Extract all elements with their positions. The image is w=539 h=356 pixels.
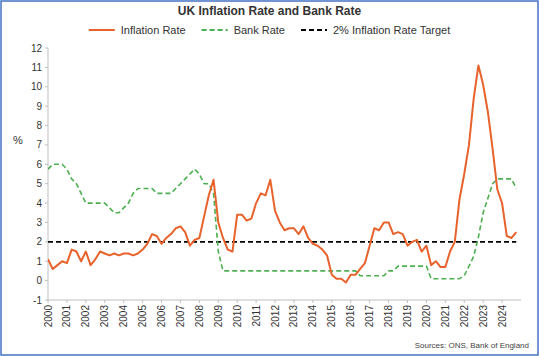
x-tick [85,300,86,303]
x-tick [350,300,351,303]
series-line [48,65,516,282]
x-tick-label: 2019 [402,305,413,328]
legend-label: Inflation Rate [121,24,186,36]
series-line [48,241,516,243]
x-tick [369,300,370,303]
x-tick-label: 2016 [345,305,356,328]
y-tick [45,261,48,262]
x-tick [388,300,389,303]
x-tick-label: 2001 [61,305,72,328]
x-tick-label: 2023 [478,305,489,328]
x-tick [445,300,446,303]
legend-label: 2% Inflation Rate Target [333,24,450,36]
y-tick [45,67,48,68]
y-tick [45,125,48,126]
x-tick [464,300,465,303]
x-tick-label: 2024 [497,305,508,328]
y-tick [45,183,48,184]
y-tick [45,144,48,145]
y-tick-label: 2 [36,236,42,247]
y-axis-label: % [13,134,23,146]
title: UK Inflation Rate and Bank Rate [178,4,362,18]
x-tick-label: 2003 [99,305,110,328]
x-tick-label: 2009 [213,305,224,328]
x-tick-label: 2002 [80,305,91,328]
x-tick [161,300,162,303]
x-tick-label: 2011 [251,305,262,327]
y-tick-label: 4 [36,198,42,209]
x-tick-label: 2008 [194,305,205,328]
source: Sources: ONS, Bank of England [415,341,529,350]
y-tick [45,86,48,87]
y-tick-label: -1 [33,295,42,306]
x-tick [483,300,484,303]
legend-swatch [301,29,327,31]
x-tick-label: 2007 [175,305,186,328]
x-tick-label: 2010 [232,305,243,328]
x-tick [104,300,105,303]
x-tick-label: 2013 [288,305,299,328]
y-tick-label: 8 [36,120,42,131]
x-tick [142,300,143,303]
y-tick-label: 10 [31,81,43,92]
y-tick [45,106,48,107]
x-tick-label: 2018 [383,305,394,328]
y-tick [45,164,48,165]
y-tick [45,203,48,204]
x-tick-label: 2020 [421,305,432,328]
y-tick [45,48,48,49]
x-tick [426,300,427,303]
frame [1,1,538,355]
x-axis [48,300,521,301]
legend-swatch [202,29,228,31]
x-tick [256,300,257,303]
x-tick [407,300,408,303]
y-tick-label: 5 [36,178,42,189]
x-tick-label: 2004 [118,305,129,328]
x-tick [123,300,124,303]
x-tick-label: 2012 [270,305,281,328]
y-tick-label: 7 [36,139,42,150]
x-tick-label: 2015 [326,305,337,328]
x-tick-label: 2017 [364,305,375,328]
legend: Inflation Rate Bank Rate 2% Inflation Rate… [89,24,450,36]
y-tick-label: 9 [36,101,42,112]
chart: UK Inflation Rate and Bank Rate% Sources:… [0,0,539,356]
legend-swatch [89,29,115,31]
x-tick [293,300,294,303]
x-tick [180,300,181,303]
x-tick [502,300,503,303]
x-tick-label: 2022 [459,305,470,328]
y-tick-label: 1 [36,256,42,267]
x-tick [218,300,219,303]
y-tick-label: 3 [36,217,42,228]
y-tick-label: 0 [36,275,42,286]
x-tick [312,300,313,303]
legend-label: Bank Rate [234,24,285,36]
x-tick [237,300,238,303]
x-tick-label: 2021 [440,305,451,328]
x-tick-label: 2014 [307,305,318,328]
y-tick-label: 11 [32,62,43,73]
x-tick-label: 2005 [137,305,148,328]
x-tick-label: 2006 [156,305,167,328]
x-tick [275,300,276,303]
x-tick [66,300,67,303]
y-tick [45,241,48,242]
x-tick [48,300,49,303]
y-tick-label: 12 [31,43,43,54]
y-tick-label: 6 [36,159,42,170]
plot-area [48,65,516,282]
x-tick [199,300,200,303]
x-tick [331,300,332,303]
y-tick [45,222,48,223]
x-tick-label: 2000 [43,305,54,328]
y-tick [45,280,48,281]
